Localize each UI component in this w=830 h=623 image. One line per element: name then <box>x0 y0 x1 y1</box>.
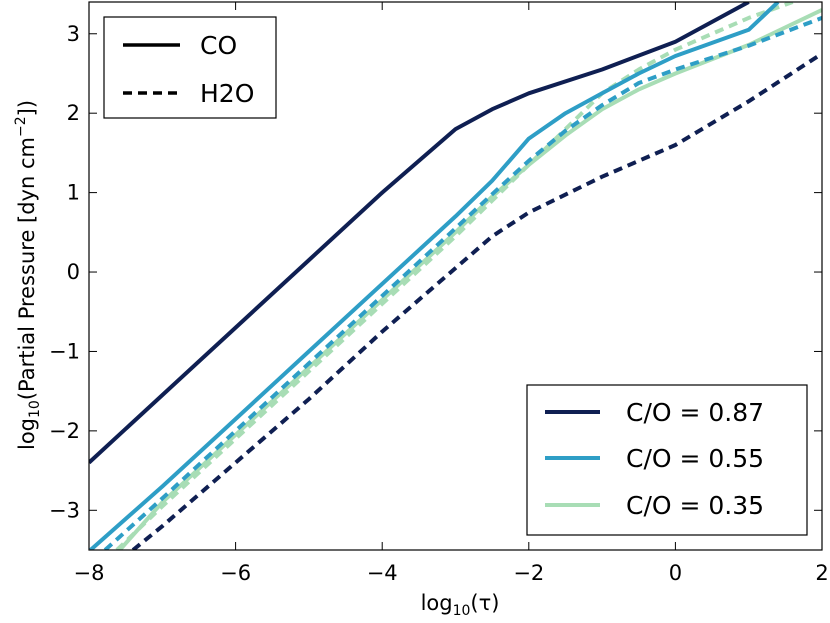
x-tick-label: 0 <box>669 561 682 585</box>
y-tick-label: 2 <box>67 101 80 125</box>
series-co-line-0 <box>118 8 822 550</box>
series-co-line-3 <box>89 2 780 550</box>
ratio-legend: C/O = 0.87 C/O = 0.55 C/O = 0.35 <box>526 384 808 536</box>
legend-co-label: CO <box>200 31 237 60</box>
series-co-line-5 <box>89 2 750 465</box>
series-h2o-line-2 <box>103 16 822 550</box>
x-tick-label: −6 <box>220 561 251 585</box>
legend-co-087-label: C/O = 0.87 <box>626 398 764 427</box>
legend-h2o-label: H2O <box>200 79 254 108</box>
y-axis-label: log10(Partial Pressure [dyn cm−2]) <box>13 100 43 450</box>
legend-co-055-label: C/O = 0.55 <box>626 444 764 473</box>
legend-co-035-label: C/O = 0.35 <box>626 491 764 520</box>
x-tick-label: 2 <box>815 561 828 585</box>
series-h2o-line-4 <box>131 51 822 550</box>
y-tick-label: −3 <box>49 498 80 522</box>
y-tick-label: −1 <box>49 339 80 363</box>
y-tick-label: 3 <box>67 22 80 46</box>
tick-layer: −8 −6 −4 −2 0 2 −3 −2 −1 0 1 2 3 <box>49 2 829 585</box>
y-tick-label: 0 <box>67 260 80 284</box>
x-tick-label: −2 <box>513 561 544 585</box>
x-tick-label: −8 <box>74 561 105 585</box>
x-axis-label: log10(τ) <box>421 591 500 619</box>
species-legend-box <box>103 16 277 119</box>
plot-area: −8 −6 −4 −2 0 2 −3 −2 −1 0 1 2 3 <box>49 1 829 585</box>
plot-frame <box>88 1 823 551</box>
series-layer <box>89 2 822 550</box>
y-tick-label: −2 <box>49 419 80 443</box>
species-legend: CO H2O <box>103 16 277 119</box>
x-tick-label: −4 <box>367 561 398 585</box>
y-tick-label: 1 <box>67 181 80 205</box>
